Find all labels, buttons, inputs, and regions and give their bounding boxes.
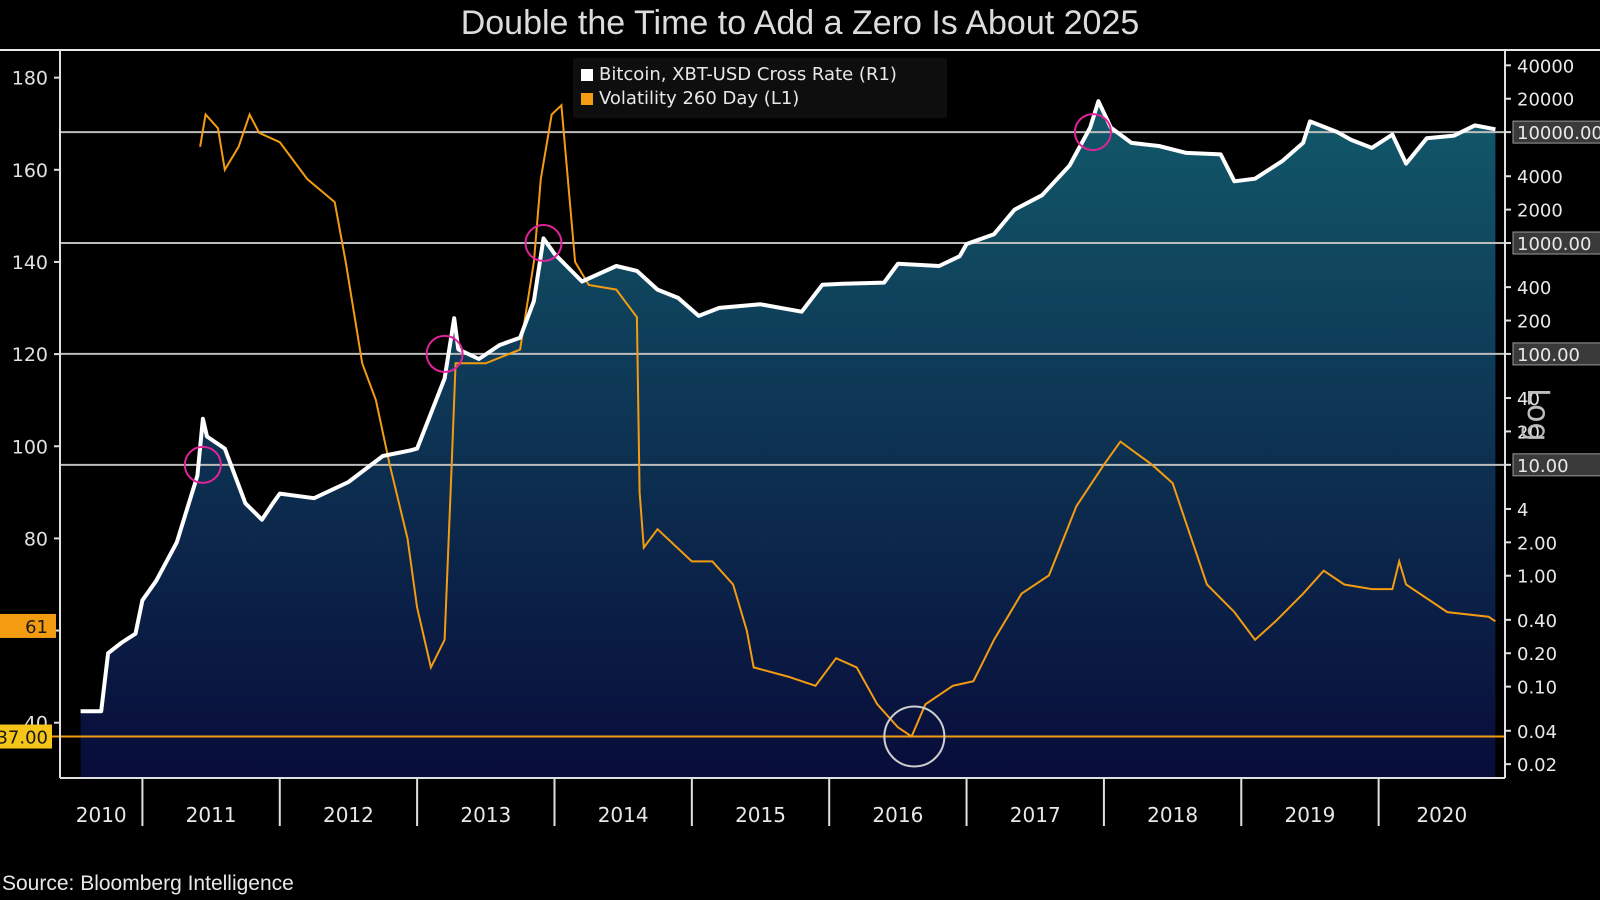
left-tick-label-6: 160 — [12, 160, 48, 182]
right-tick-label-6: 2.00 — [1517, 533, 1557, 554]
x-tick-label-2016: 2016 — [872, 803, 923, 827]
x-tick-label-2011: 2011 — [186, 803, 237, 827]
x-tick-label-2020: 2020 — [1416, 803, 1467, 827]
log-scale-label: Log — [1520, 388, 1555, 442]
source-note: Source: Bloomberg Intelligence — [2, 872, 294, 895]
x-tick-label-2019: 2019 — [1284, 803, 1335, 827]
left-tick-label-2: 80 — [24, 528, 48, 550]
right-tick-label-17: 10000.00 — [1517, 123, 1600, 144]
right-tick-label-9: 20 — [1517, 422, 1540, 443]
left-tick-label-5: 140 — [12, 252, 48, 274]
marker-circle-3 — [1073, 113, 1112, 152]
volatility-last-badge — [0, 613, 56, 638]
right-tick-label-2: 0.10 — [1517, 678, 1557, 699]
right-tick-label-16: 4000 — [1517, 167, 1563, 188]
threshold-value: 37.00 — [0, 728, 48, 749]
right-tick-label-3: 0.20 — [1517, 644, 1557, 665]
right-tick-label-14: 1000.00 — [1517, 234, 1591, 255]
right-tick-label-8: 10.00 — [1517, 456, 1569, 477]
right-tick-label-15: 2000 — [1517, 201, 1563, 222]
right-tick-label-1: 0.04 — [1517, 722, 1557, 743]
legend-entry-bitcoin[interactable]: Bitcoin, XBT-USD Cross Rate (R1) — [581, 64, 897, 85]
threshold-badge — [0, 724, 52, 749]
bitcoin-line — [80, 99, 1496, 714]
right-tick-label-13: 400 — [1517, 278, 1551, 299]
left-tick-label-3: 100 — [12, 436, 48, 458]
legend-entry-volatility[interactable]: Volatility 260 Day (L1) — [581, 88, 799, 109]
right-tick-label-10: 40 — [1517, 389, 1540, 410]
legend-swatch-bitcoin — [581, 68, 593, 81]
legend-label-bitcoin: Bitcoin, XBT-USD Cross Rate (R1) — [599, 64, 897, 85]
right-ref-badge-11 — [1512, 342, 1600, 366]
right-tick-label-19: 40000 — [1517, 56, 1574, 77]
x-tick-label-2013: 2013 — [460, 803, 511, 827]
marker-circle-2 — [524, 224, 563, 263]
right-tick-label-7: 4 — [1517, 500, 1528, 521]
right-tick-label-11: 100.00 — [1517, 345, 1580, 366]
marker-circle-4 — [883, 705, 946, 768]
x-tick-label-2017: 2017 — [1010, 803, 1061, 827]
left-tick-label-7: 180 — [12, 68, 48, 90]
right-tick-label-12: 200 — [1517, 312, 1551, 333]
x-tick-label-2014: 2014 — [598, 803, 649, 827]
x-tick-label-2018: 2018 — [1147, 803, 1198, 827]
right-tick-label-4: 0.40 — [1517, 611, 1557, 632]
right-tick-label-0: 0.02 — [1517, 755, 1557, 776]
legend: Bitcoin, XBT-USD Cross Rate (R1) Volatil… — [573, 58, 947, 118]
legend-label-volatility: Volatility 260 Day (L1) — [599, 88, 800, 109]
right-ref-badge-8 — [1512, 453, 1600, 477]
marker-circle-1 — [425, 334, 464, 373]
x-tick-label-2015: 2015 — [735, 803, 786, 827]
right-tick-label-5: 1.00 — [1517, 567, 1557, 588]
left-tick-label-4: 120 — [12, 344, 48, 366]
x-tick-label-2010: 2010 — [76, 803, 127, 827]
chart-title: Double the Time to Add a Zero Is About 2… — [460, 4, 1140, 42]
right-ref-badge-17 — [1512, 120, 1600, 144]
bitcoin-area-fill — [80, 101, 1496, 778]
right-tick-label-18: 20000 — [1517, 90, 1574, 111]
marker-circle-0 — [183, 445, 222, 484]
right-ref-badge-14 — [1512, 231, 1600, 255]
volatility-line — [199, 103, 1496, 739]
x-tick-label-2012: 2012 — [323, 803, 374, 827]
legend-swatch-volatility — [581, 92, 593, 105]
volatility-last-value: 61 — [25, 617, 48, 638]
